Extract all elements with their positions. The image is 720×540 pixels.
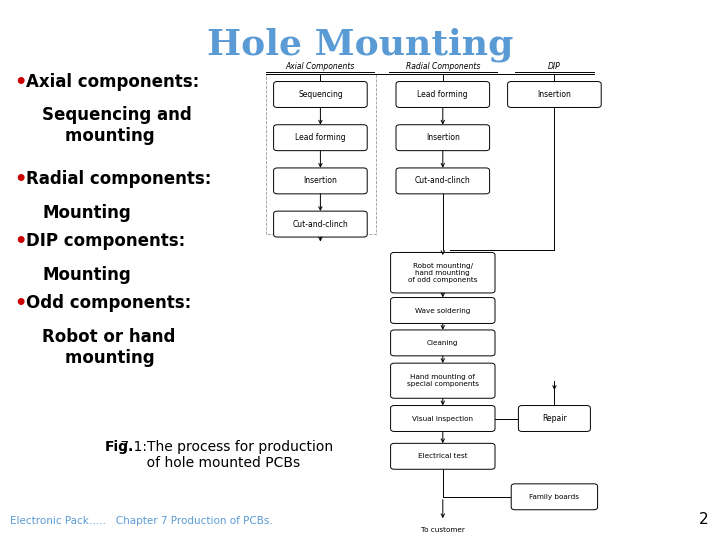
Text: DIP components:: DIP components: bbox=[26, 232, 185, 250]
Text: •: • bbox=[14, 232, 27, 251]
FancyBboxPatch shape bbox=[390, 253, 495, 293]
Text: Electronic Pack…..   Chapter 7 Production of PCBs.: Electronic Pack….. Chapter 7 Production … bbox=[10, 516, 273, 526]
Text: Robot or hand
    mounting: Robot or hand mounting bbox=[42, 328, 176, 367]
Text: Cleaning: Cleaning bbox=[427, 340, 459, 346]
FancyBboxPatch shape bbox=[518, 406, 590, 431]
Text: Lead forming: Lead forming bbox=[418, 90, 468, 99]
Text: Mounting: Mounting bbox=[42, 204, 131, 221]
Text: Radial Components: Radial Components bbox=[405, 62, 480, 71]
Text: Sequencing and
    mounting: Sequencing and mounting bbox=[42, 106, 192, 145]
FancyBboxPatch shape bbox=[274, 211, 367, 237]
Text: Wave soldering: Wave soldering bbox=[415, 307, 470, 314]
FancyBboxPatch shape bbox=[390, 298, 495, 323]
FancyBboxPatch shape bbox=[396, 168, 490, 194]
Text: Odd components:: Odd components: bbox=[26, 294, 192, 312]
Text: 2: 2 bbox=[698, 511, 708, 526]
Text: Lead forming: Lead forming bbox=[295, 133, 346, 142]
FancyBboxPatch shape bbox=[396, 125, 490, 151]
FancyBboxPatch shape bbox=[274, 125, 367, 151]
Text: DIP: DIP bbox=[548, 62, 561, 71]
Text: Electrical test: Electrical test bbox=[418, 453, 467, 460]
Text: Cut-and-clinch: Cut-and-clinch bbox=[415, 177, 471, 185]
FancyBboxPatch shape bbox=[390, 330, 495, 356]
Text: Insertion: Insertion bbox=[537, 90, 572, 99]
Text: •: • bbox=[14, 170, 27, 189]
Text: Repair: Repair bbox=[542, 414, 567, 423]
Text: Cut-and-clinch: Cut-and-clinch bbox=[292, 220, 348, 228]
Text: Fig.: Fig. bbox=[105, 440, 134, 454]
Text: Hole Mounting: Hole Mounting bbox=[207, 28, 513, 63]
FancyBboxPatch shape bbox=[274, 82, 367, 107]
Text: Axial components:: Axial components: bbox=[26, 73, 199, 91]
FancyBboxPatch shape bbox=[511, 484, 598, 510]
Text: Insertion: Insertion bbox=[426, 133, 460, 142]
Text: 7.1:The process for production
       of hole mounted PCBs: 7.1:The process for production of hole m… bbox=[116, 440, 333, 470]
FancyBboxPatch shape bbox=[396, 82, 490, 107]
Text: Sequencing: Sequencing bbox=[298, 90, 343, 99]
Text: Mounting: Mounting bbox=[42, 266, 131, 284]
Text: Visual inspection: Visual inspection bbox=[413, 415, 473, 422]
Text: To customer: To customer bbox=[421, 526, 464, 532]
FancyBboxPatch shape bbox=[390, 443, 495, 469]
FancyBboxPatch shape bbox=[508, 82, 601, 107]
FancyBboxPatch shape bbox=[274, 168, 367, 194]
Text: Radial components:: Radial components: bbox=[26, 170, 212, 188]
Text: Axial Components: Axial Components bbox=[286, 62, 355, 71]
Text: Robot mounting/
hand mounting
of odd components: Robot mounting/ hand mounting of odd com… bbox=[408, 262, 477, 283]
Text: •: • bbox=[14, 294, 27, 313]
Text: Insertion: Insertion bbox=[303, 177, 338, 185]
Text: •: • bbox=[14, 73, 27, 92]
Text: Family boards: Family boards bbox=[529, 494, 580, 500]
FancyBboxPatch shape bbox=[390, 406, 495, 431]
Text: Hand mounting of
special components: Hand mounting of special components bbox=[407, 374, 479, 387]
FancyBboxPatch shape bbox=[390, 363, 495, 399]
